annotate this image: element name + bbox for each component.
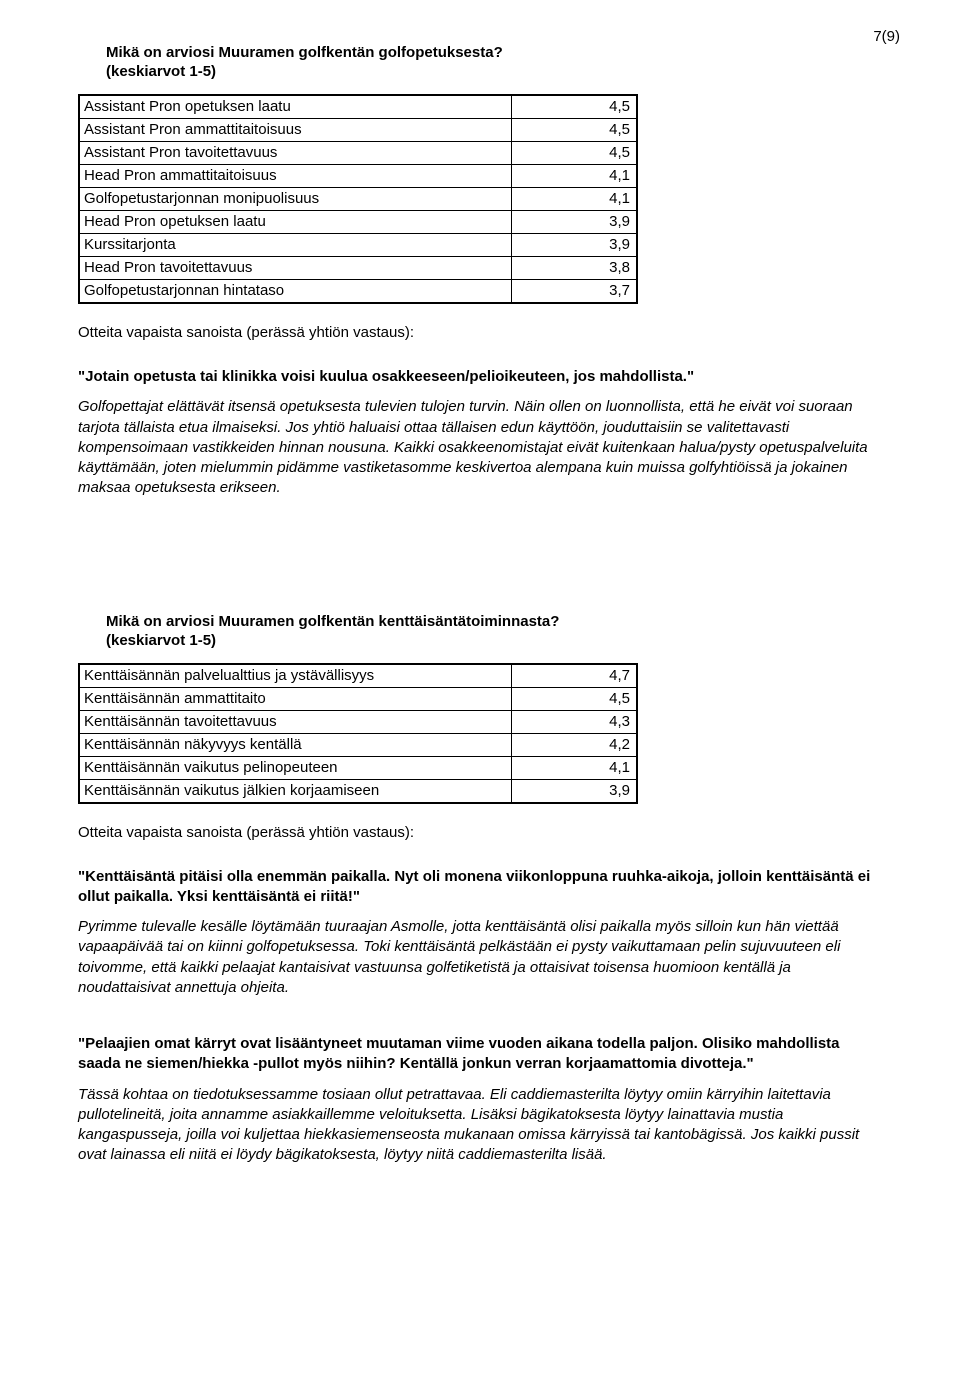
rating-label: Assistant Pron ammattitaitoisuus [79, 119, 512, 142]
rating-value: 3,9 [512, 211, 637, 234]
table-row: Assistant Pron ammattitaitoisuus4,5 [79, 119, 637, 142]
rating-label: Golfopetustarjonnan hintataso [79, 280, 512, 304]
section1-excerpts-intro: Otteita vapaista sanoista (perässä yhtiö… [78, 324, 882, 341]
rating-label: Kenttäisännän ammattitaito [79, 687, 511, 710]
table-row: Assistant Pron tavoitettavuus4,5 [79, 142, 637, 165]
table-row: Kenttäisännän tavoitettavuus4,3 [79, 710, 637, 733]
rating-label: Kenttäisännän palvelualttius ja ystäväll… [79, 664, 511, 688]
section2-quote2: "Pelaajien omat kärryt ovat lisääntyneet… [78, 1034, 882, 1075]
section-gap [78, 535, 882, 605]
rating-value: 3,9 [512, 234, 637, 257]
rating-value: 4,5 [512, 95, 637, 119]
rating-value: 4,5 [512, 119, 637, 142]
rating-label: Kenttäisännän vaikutus jälkien korjaamis… [79, 779, 511, 803]
rating-value: 4,1 [512, 188, 637, 211]
page-number: 7(9) [873, 28, 900, 45]
table-row: Head Pron tavoitettavuus3,8 [79, 257, 637, 280]
rating-label: Assistant Pron tavoitettavuus [79, 142, 512, 165]
section1-subtitle: (keskiarvot 1-5) [78, 63, 882, 80]
table-row: Kenttäisännän vaikutus jälkien korjaamis… [79, 779, 637, 803]
section2-excerpts-intro: Otteita vapaista sanoista (perässä yhtiö… [78, 824, 882, 841]
rating-label: Kenttäisännän tavoitettavuus [79, 710, 511, 733]
rating-label: Kenttäisännän näkyvyys kentällä [79, 733, 511, 756]
table-row: Kenttäisännän palvelualttius ja ystäväll… [79, 664, 637, 688]
table-row: Head Pron ammattitaitoisuus4,1 [79, 165, 637, 188]
table-row: Kenttäisännän ammattitaito4,5 [79, 687, 637, 710]
table-row: Kenttäisännän vaikutus pelinopeuteen4,1 [79, 756, 637, 779]
table-row: Kenttäisännän näkyvyys kentällä4,2 [79, 733, 637, 756]
table-row: Golfopetustarjonnan monipuolisuus4,1 [79, 188, 637, 211]
table-row: Assistant Pron opetuksen laatu4,5 [79, 95, 637, 119]
table-row: Golfopetustarjonnan hintataso3,7 [79, 280, 637, 304]
rating-value: 3,7 [512, 280, 637, 304]
rating-value: 4,7 [511, 664, 637, 688]
rating-label: Head Pron tavoitettavuus [79, 257, 512, 280]
rating-label: Golfopetustarjonnan monipuolisuus [79, 188, 512, 211]
section1-reply1: Golfopettajat elättävät itsensä opetukse… [78, 397, 882, 498]
section1-table: Assistant Pron opetuksen laatu4,5 Assist… [78, 94, 638, 304]
rating-value: 4,2 [511, 733, 637, 756]
rating-label: Head Pron ammattitaitoisuus [79, 165, 512, 188]
rating-value: 4,1 [512, 165, 637, 188]
section2-table: Kenttäisännän palvelualttius ja ystäväll… [78, 663, 638, 804]
section1-quote1: "Jotain opetusta tai klinikka voisi kuul… [78, 367, 882, 387]
rating-value: 3,8 [512, 257, 637, 280]
section2-title: Mikä on arviosi Muuramen golfkentän kent… [78, 613, 882, 630]
rating-label: Kurssitarjonta [79, 234, 512, 257]
rating-value: 4,5 [512, 142, 637, 165]
table-row: Head Pron opetuksen laatu3,9 [79, 211, 637, 234]
section2-reply1: Pyrimme tulevalle kesälle löytämään tuur… [78, 917, 882, 998]
rating-value: 3,9 [511, 779, 637, 803]
rating-value: 4,3 [511, 710, 637, 733]
document-page: 7(9) Mikä on arviosi Muuramen golfkentän… [0, 0, 960, 1386]
rating-label: Assistant Pron opetuksen laatu [79, 95, 512, 119]
rating-label: Head Pron opetuksen laatu [79, 211, 512, 234]
section2-reply2: Tässä kohtaa on tiedotuksessamme tosiaan… [78, 1085, 882, 1166]
section2-subtitle: (keskiarvot 1-5) [78, 632, 882, 649]
section2-quote1: "Kenttäisäntä pitäisi olla enemmän paika… [78, 867, 882, 908]
section1-title: Mikä on arviosi Muuramen golfkentän golf… [78, 44, 882, 61]
rating-value: 4,1 [511, 756, 637, 779]
rating-value: 4,5 [511, 687, 637, 710]
rating-label: Kenttäisännän vaikutus pelinopeuteen [79, 756, 511, 779]
table-row: Kurssitarjonta3,9 [79, 234, 637, 257]
